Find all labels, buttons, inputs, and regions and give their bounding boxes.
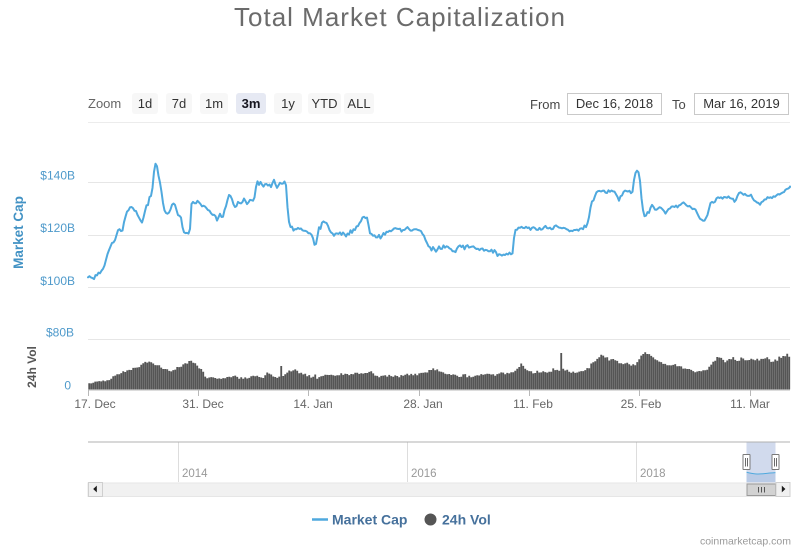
svg-text:2018: 2018 [640, 468, 666, 480]
svg-text:24h Vol: 24h Vol [442, 512, 491, 528]
svg-text:28. Jan: 28. Jan [403, 397, 442, 411]
svg-text:$120B: $120B [40, 221, 75, 235]
svg-text:Market Cap: Market Cap [332, 512, 407, 528]
svg-text:17. Dec: 17. Dec [74, 397, 115, 411]
svg-text:24h Vol: 24h Vol [25, 346, 39, 388]
svg-text:Market Cap: Market Cap [11, 196, 26, 269]
svg-text:31. Dec: 31. Dec [182, 397, 223, 411]
svg-text:2014: 2014 [182, 468, 208, 480]
svg-text:11. Feb: 11. Feb [513, 397, 553, 411]
svg-text:2016: 2016 [411, 468, 437, 480]
svg-text:$100B: $100B [40, 274, 75, 288]
svg-text:14. Jan: 14. Jan [293, 397, 332, 411]
svg-text:coinmarketcap.com: coinmarketcap.com [700, 536, 791, 548]
svg-text:11. Mar: 11. Mar [730, 397, 770, 411]
svg-text:0: 0 [64, 379, 71, 393]
svg-text:$140B: $140B [40, 169, 75, 183]
svg-text:$80B: $80B [46, 326, 74, 340]
svg-text:25. Feb: 25. Feb [621, 397, 662, 411]
